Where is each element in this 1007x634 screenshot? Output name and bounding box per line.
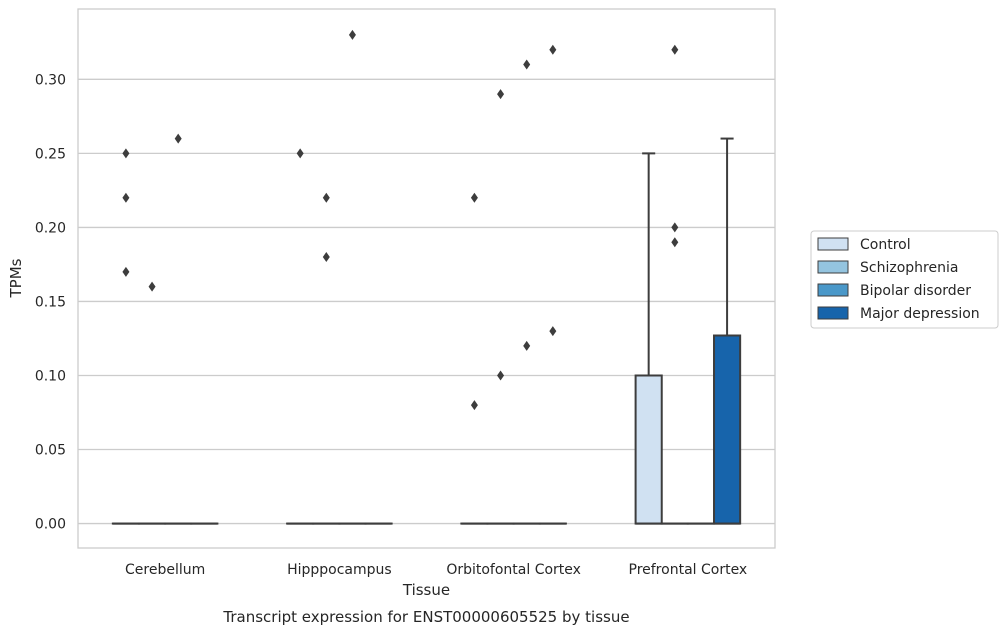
outlier-point: [296, 148, 304, 159]
legend-label: Control: [860, 237, 911, 253]
x-axis-title: Tissue: [402, 581, 450, 599]
y-tick-label: 0.25: [35, 146, 66, 162]
outlier-point: [549, 44, 557, 55]
outlier-point: [470, 400, 478, 411]
box: [634, 374, 663, 525]
legend-swatch: [817, 306, 849, 320]
outlier-point: [523, 59, 531, 70]
plot-frame: [77, 8, 776, 549]
x-tick-label: Cerebellum: [125, 562, 205, 578]
outlier-point: [523, 340, 531, 351]
legend-label: Bipolar disorder: [860, 283, 971, 299]
outlier-point: [322, 192, 330, 203]
outlier-point: [322, 252, 330, 263]
box-group: [713, 137, 742, 525]
outlier-point: [122, 192, 130, 203]
outlier-point: [122, 148, 130, 159]
y-tick-label: 0.20: [35, 220, 66, 236]
outlier-point: [671, 44, 679, 55]
plot-background: [78, 9, 775, 548]
box: [713, 334, 742, 525]
box-group: [538, 44, 567, 525]
y-tick-label: 0.15: [35, 294, 66, 310]
legend-label: Major depression: [860, 306, 980, 322]
x-tick-label: Hipppocampus: [287, 562, 392, 578]
x-tick-label: Prefrontal Cortex: [629, 562, 748, 578]
y-tick-labels: 0.00 0.05 0.10 0.15 0.20 0.25 0.30: [35, 72, 66, 532]
legend: Control Schizophrenia Bipolar disorder Majo…: [810, 230, 999, 329]
outlier-point: [148, 281, 156, 292]
legend-swatch: [817, 283, 849, 297]
y-tick-label: 0.05: [35, 443, 66, 459]
y-tick-label: 0.00: [35, 517, 66, 533]
outlier-point: [122, 266, 130, 277]
outlier-point: [497, 370, 505, 381]
box-group: [486, 89, 515, 525]
box-group: [111, 148, 140, 525]
outlier-point: [497, 89, 505, 100]
box-group: [460, 192, 489, 525]
y-axis-title: TPMs: [7, 258, 25, 298]
box-group: [512, 59, 541, 525]
gridlines: [78, 78, 775, 525]
outlier-point: [348, 29, 356, 40]
outlier-point: [470, 192, 478, 203]
box-plots: [111, 29, 742, 525]
legend-frame: [810, 230, 999, 329]
outlier-point: [174, 133, 182, 144]
outlier-point: [671, 222, 679, 233]
y-tick-label: 0.30: [35, 72, 66, 88]
x-tick-labels: Cerebellum Hipppocampus Orbitofontal Corte…: [125, 562, 747, 578]
legend-items: Control Schizophrenia Bipolar disorder Majo…: [817, 237, 980, 322]
y-tick-label: 0.10: [35, 368, 66, 384]
outlier-point: [671, 237, 679, 248]
legend-label: Schizophrenia: [860, 260, 958, 276]
legend-swatch: [817, 260, 849, 274]
outlier-point: [549, 326, 557, 337]
box-group: [634, 152, 663, 525]
legend-swatch: [817, 237, 849, 251]
chart-title: Transcript expression for ENST0000060552…: [222, 608, 629, 626]
x-tick-label: Orbitofontal Cortex: [446, 562, 581, 578]
